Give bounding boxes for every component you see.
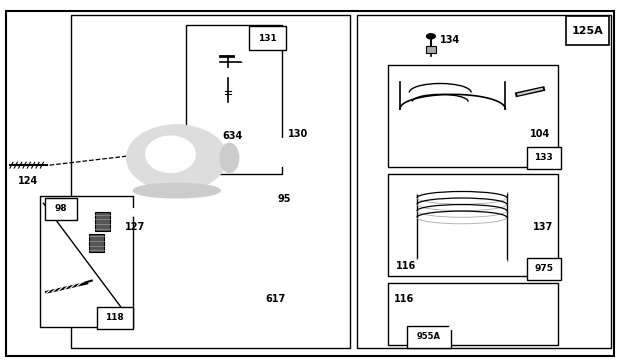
Circle shape <box>414 297 423 303</box>
Ellipse shape <box>417 185 507 200</box>
Circle shape <box>258 191 275 201</box>
Bar <box>527 147 561 169</box>
Text: 130: 130 <box>288 129 309 139</box>
Ellipse shape <box>221 111 240 118</box>
Text: 137: 137 <box>533 222 554 232</box>
Ellipse shape <box>400 71 505 93</box>
Ellipse shape <box>226 113 236 116</box>
Ellipse shape <box>221 69 235 77</box>
Ellipse shape <box>128 208 151 216</box>
Circle shape <box>262 193 271 199</box>
Circle shape <box>157 145 169 152</box>
Bar <box>527 258 561 280</box>
Ellipse shape <box>448 306 479 313</box>
Text: 98: 98 <box>55 204 67 213</box>
Text: 634: 634 <box>223 131 242 141</box>
Bar <box>40 196 133 327</box>
Text: 617: 617 <box>266 294 286 305</box>
Text: 127: 127 <box>125 222 145 232</box>
Circle shape <box>264 155 275 161</box>
Circle shape <box>415 264 425 270</box>
Circle shape <box>408 294 429 306</box>
Ellipse shape <box>253 244 299 279</box>
Bar <box>186 25 282 174</box>
Bar <box>97 307 133 329</box>
Circle shape <box>164 163 177 171</box>
Text: 104: 104 <box>530 129 551 139</box>
Bar <box>249 26 286 50</box>
Ellipse shape <box>146 136 195 172</box>
Text: 134: 134 <box>440 35 461 45</box>
Ellipse shape <box>127 125 226 191</box>
Ellipse shape <box>448 315 477 322</box>
Ellipse shape <box>400 94 505 123</box>
Ellipse shape <box>417 254 507 269</box>
Text: 975: 975 <box>534 264 553 273</box>
Bar <box>388 65 558 167</box>
Ellipse shape <box>253 137 293 168</box>
Circle shape <box>410 261 431 273</box>
Bar <box>407 326 451 348</box>
Text: 95: 95 <box>278 194 291 204</box>
Text: 131: 131 <box>259 34 277 42</box>
Bar <box>45 198 77 220</box>
Bar <box>89 234 104 252</box>
Text: 116: 116 <box>396 261 416 272</box>
Ellipse shape <box>454 325 472 330</box>
Text: eReplacementParts.com: eReplacementParts.com <box>161 168 304 181</box>
Bar <box>566 16 609 45</box>
Text: 955A: 955A <box>417 333 441 341</box>
Bar <box>426 46 436 53</box>
Text: 116: 116 <box>394 294 414 305</box>
Circle shape <box>427 34 435 39</box>
Ellipse shape <box>220 143 239 172</box>
Bar <box>388 283 558 345</box>
Circle shape <box>73 223 88 231</box>
Circle shape <box>241 54 257 64</box>
Bar <box>388 174 558 276</box>
Text: 124: 124 <box>18 176 38 187</box>
Text: 125A: 125A <box>572 26 604 36</box>
Text: 133: 133 <box>534 154 553 162</box>
Bar <box>417 192 507 261</box>
Circle shape <box>267 142 278 148</box>
Ellipse shape <box>450 324 477 331</box>
Text: 118: 118 <box>105 313 124 322</box>
Ellipse shape <box>259 248 293 274</box>
Bar <box>356 15 611 348</box>
Ellipse shape <box>133 183 220 198</box>
Bar <box>71 15 350 348</box>
Circle shape <box>177 158 189 165</box>
Bar <box>95 212 110 231</box>
